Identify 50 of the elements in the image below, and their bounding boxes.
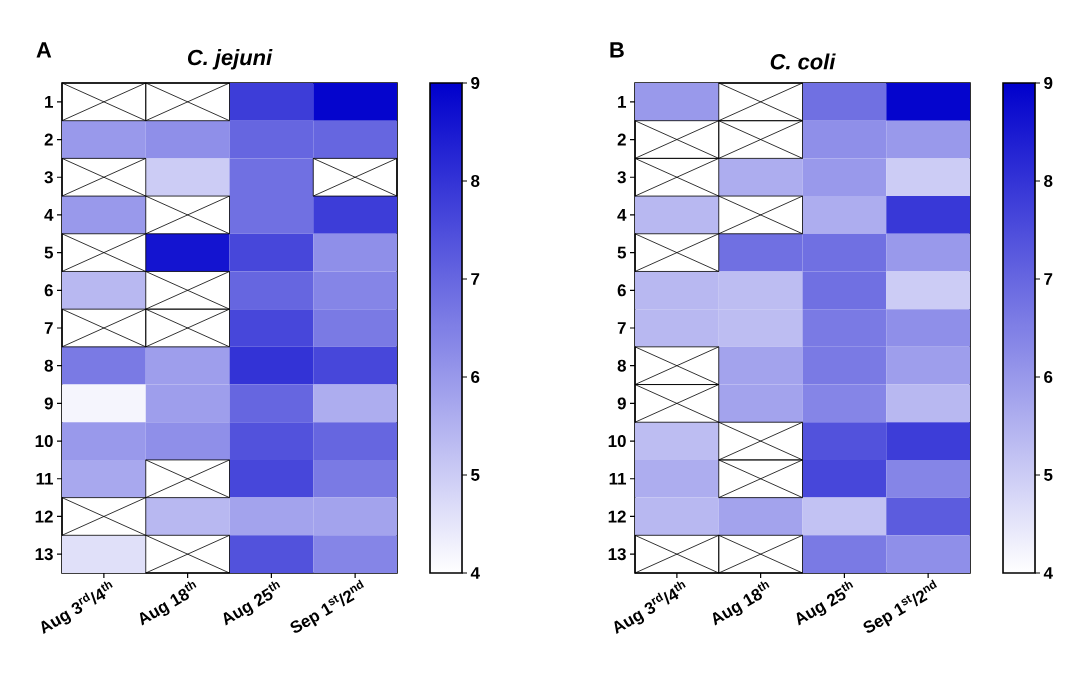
chart-title: C. coli	[770, 53, 836, 70]
color-bar-label: 6	[1044, 371, 1053, 383]
color-bar-label: 4	[470, 567, 480, 579]
x-tick-label: Sep 1$^{st}$/2$^{nd}$	[290, 579, 364, 633]
y-tick-label: 3	[44, 171, 53, 184]
text: B	[610, 42, 624, 58]
y-tick-label: 10	[608, 435, 626, 448]
color-bar-label: 5	[471, 469, 480, 481]
y-tick-label: 1	[618, 96, 627, 108]
y-tick-label: 10	[35, 435, 53, 448]
y-tick-label: 3	[617, 171, 626, 184]
x-tick-label: Aug 18$^{th}$	[712, 581, 770, 626]
y-tick-label: 8	[617, 359, 626, 372]
y-tick-label: 5	[617, 246, 627, 259]
y-tick-label: 9	[44, 397, 53, 410]
y-tick-label: 12	[608, 510, 626, 523]
y-tick-label: 2	[44, 133, 53, 146]
color-bar-label: 7	[471, 273, 480, 285]
x-tick-label: Aug 3$^{rd}$/4$^{th}$	[41, 581, 113, 635]
color-bar-label: 8	[471, 175, 480, 187]
y-tick-label: 6	[44, 284, 53, 297]
chart-title: C. jejuni	[187, 49, 273, 70]
y-tick-label: 7	[617, 322, 626, 334]
x-tick-label: Aug 18$^{th}$	[139, 581, 197, 626]
color-bar-label: 8	[1044, 175, 1053, 187]
x-tick-label: Aug 3$^{rd}$/4$^{th}$	[614, 581, 686, 635]
y-tick-label: 11	[609, 472, 627, 485]
y-tick-label: 13	[35, 548, 53, 561]
y-tick-label: 7	[44, 322, 53, 334]
x-tick-label: Aug 25$^{th}$	[223, 581, 281, 626]
color-bar-label: 9	[471, 76, 480, 89]
text: A	[36, 42, 52, 58]
y-tick-label: 9	[617, 397, 626, 410]
y-tick-label: 1	[45, 96, 54, 108]
y-tick-label: 6	[617, 284, 626, 297]
y-tick-label: 2	[617, 133, 626, 146]
color-bar-label: 7	[1044, 273, 1053, 285]
y-tick-label: 8	[44, 359, 53, 372]
y-tick-label: 5	[44, 246, 54, 259]
y-tick-label: 4	[617, 209, 627, 221]
y-tick-label: 12	[35, 510, 53, 523]
color-bar-label: 6	[471, 371, 480, 383]
x-tick-label: Sep 1$^{st}$/2$^{nd}$	[863, 579, 937, 633]
y-tick-label: 13	[608, 548, 626, 561]
y-tick-label: 4	[44, 209, 54, 221]
color-bar-label: 4	[1043, 567, 1053, 579]
y-tick-label: 11	[36, 472, 54, 485]
x-tick-label: Aug 25$^{th}$	[796, 581, 854, 626]
color-bar-label: 9	[1044, 76, 1053, 89]
color-bar-label: 5	[1044, 469, 1053, 481]
